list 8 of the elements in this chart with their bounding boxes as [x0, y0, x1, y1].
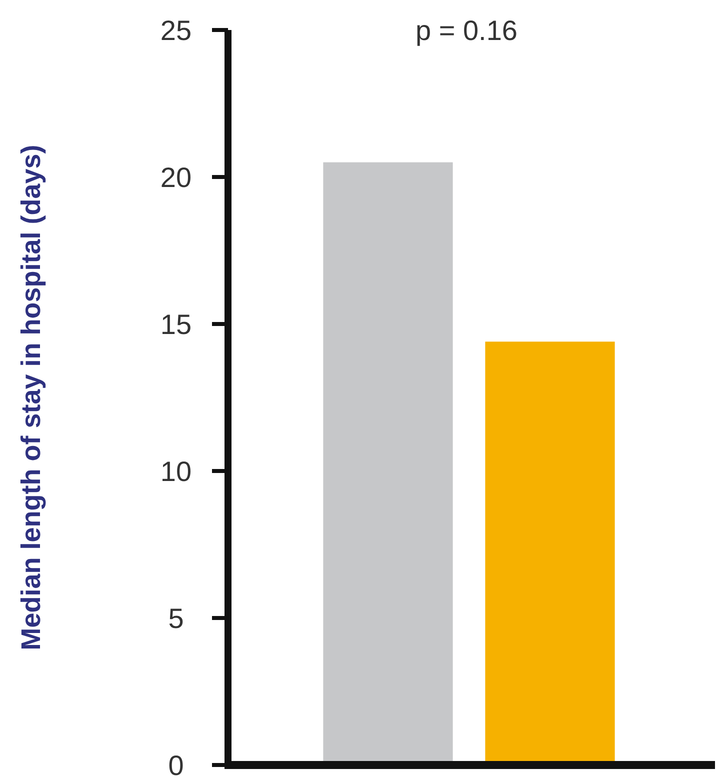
- y-tick-label: 25: [160, 14, 192, 46]
- annotation: p = 0.16: [416, 15, 518, 46]
- y-tick-label: 5: [168, 602, 184, 634]
- y-tick-label: 10: [160, 456, 192, 487]
- y-tick-label: 20: [160, 162, 192, 193]
- y-tick-label: 15: [160, 308, 192, 340]
- y-axis-title: Median length of stay in hospital (days): [16, 144, 46, 650]
- y-tick-label: 0: [168, 750, 184, 778]
